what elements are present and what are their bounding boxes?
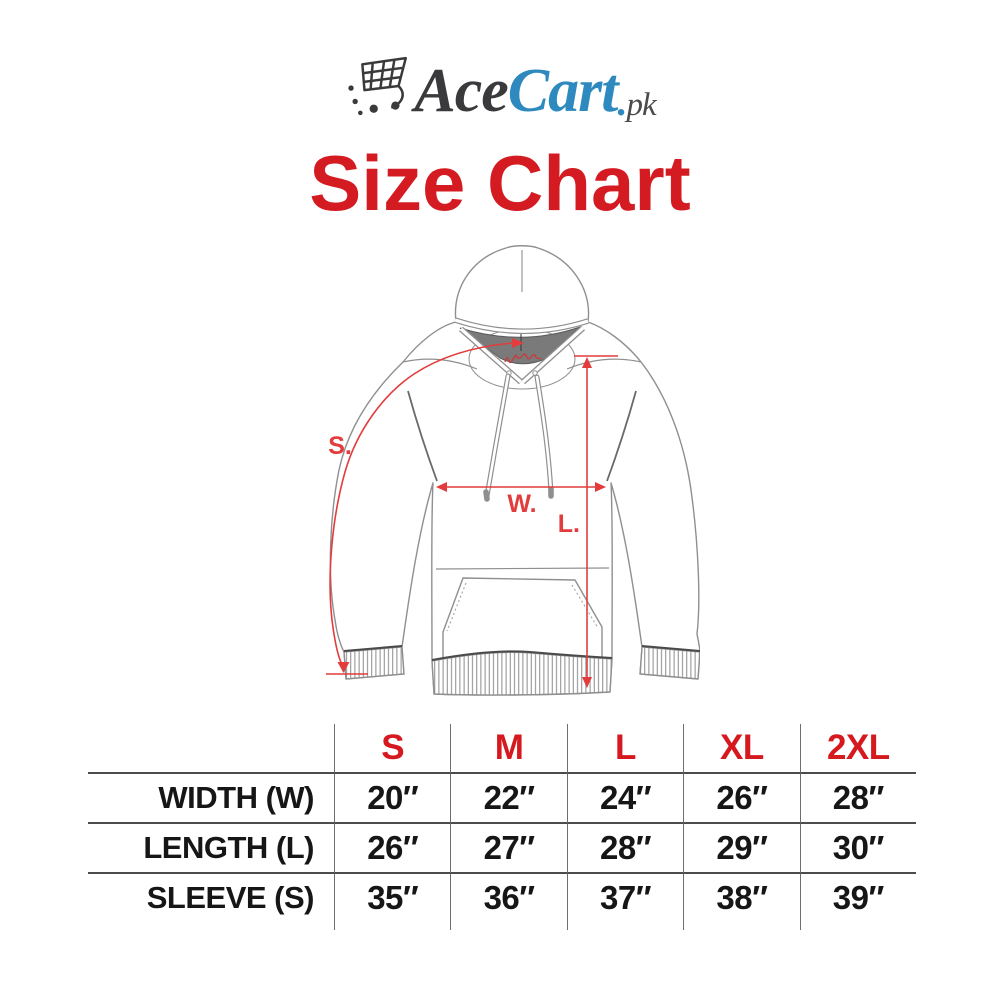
measurement-annotations: S. W. L. xyxy=(326,338,618,688)
width-measure-label: W. xyxy=(507,490,536,518)
drawstrings xyxy=(483,370,554,502)
row-label-width: WIDTH (W) xyxy=(88,774,334,824)
brand-tld: pk xyxy=(626,87,656,123)
length-value-2xl: 30″ xyxy=(799,824,916,874)
length-value-l: 28″ xyxy=(566,824,684,874)
sleeve-measure-line xyxy=(326,342,514,675)
width-value-xl: 26″ xyxy=(683,774,800,824)
brand-name-ace: Ace xyxy=(414,57,508,125)
sleeve-value-m: 36″ xyxy=(450,874,566,922)
size-column-header-xl: XL xyxy=(683,724,800,774)
hoodie-measurement-diagram: S. W. L. xyxy=(326,245,700,696)
sleeve-value-xl: 38″ xyxy=(683,874,799,922)
width-value-l: 24″ xyxy=(566,774,684,824)
sleeve-value-2xl: 39″ xyxy=(799,874,916,922)
armhole-seams xyxy=(407,390,637,482)
width-value-m: 22″ xyxy=(450,774,567,824)
length-value-xl: 29″ xyxy=(683,824,800,874)
size-column-header-l: L xyxy=(566,724,684,774)
length-measure-label: L. xyxy=(558,510,580,538)
sleeve-value-l: 37″ xyxy=(566,874,683,922)
length-measure-line xyxy=(574,355,618,688)
width-value-2xl: 28″ xyxy=(799,774,916,824)
hem-band xyxy=(431,650,613,696)
length-value-m: 27″ xyxy=(450,824,567,874)
hood-band xyxy=(454,317,589,334)
length-value-s: 26″ xyxy=(334,824,451,874)
red-script-brand-tag xyxy=(504,353,542,364)
page-title: Size Chart xyxy=(309,139,691,227)
sleeve-measure-label: S. xyxy=(328,432,352,460)
kangaroo-pocket xyxy=(435,567,610,659)
brand-dot: . xyxy=(617,79,627,124)
size-column-header-2xl: 2XL xyxy=(799,724,916,774)
size-column-header-s: S xyxy=(334,724,451,774)
size-table-corner xyxy=(88,724,334,774)
sleeve-value-s: 35″ xyxy=(334,874,450,922)
brand-logo: Ace Cart. pk xyxy=(0,42,1000,122)
size-table: S M L XL 2XL WIDTH (W) 20″ 22″ 24″ 26″ 2… xyxy=(88,724,916,930)
width-measure-line xyxy=(436,482,606,492)
row-label-sleeve: SLEEVE (S) xyxy=(146,880,315,915)
cuffs xyxy=(343,645,700,680)
row-label-length: LENGTH (L) xyxy=(88,824,334,874)
width-value-s: 20″ xyxy=(334,774,451,824)
brand-name-cart: Cart xyxy=(507,57,619,125)
shopping-cart-icon xyxy=(348,56,408,116)
size-column-header-m: M xyxy=(450,724,567,774)
